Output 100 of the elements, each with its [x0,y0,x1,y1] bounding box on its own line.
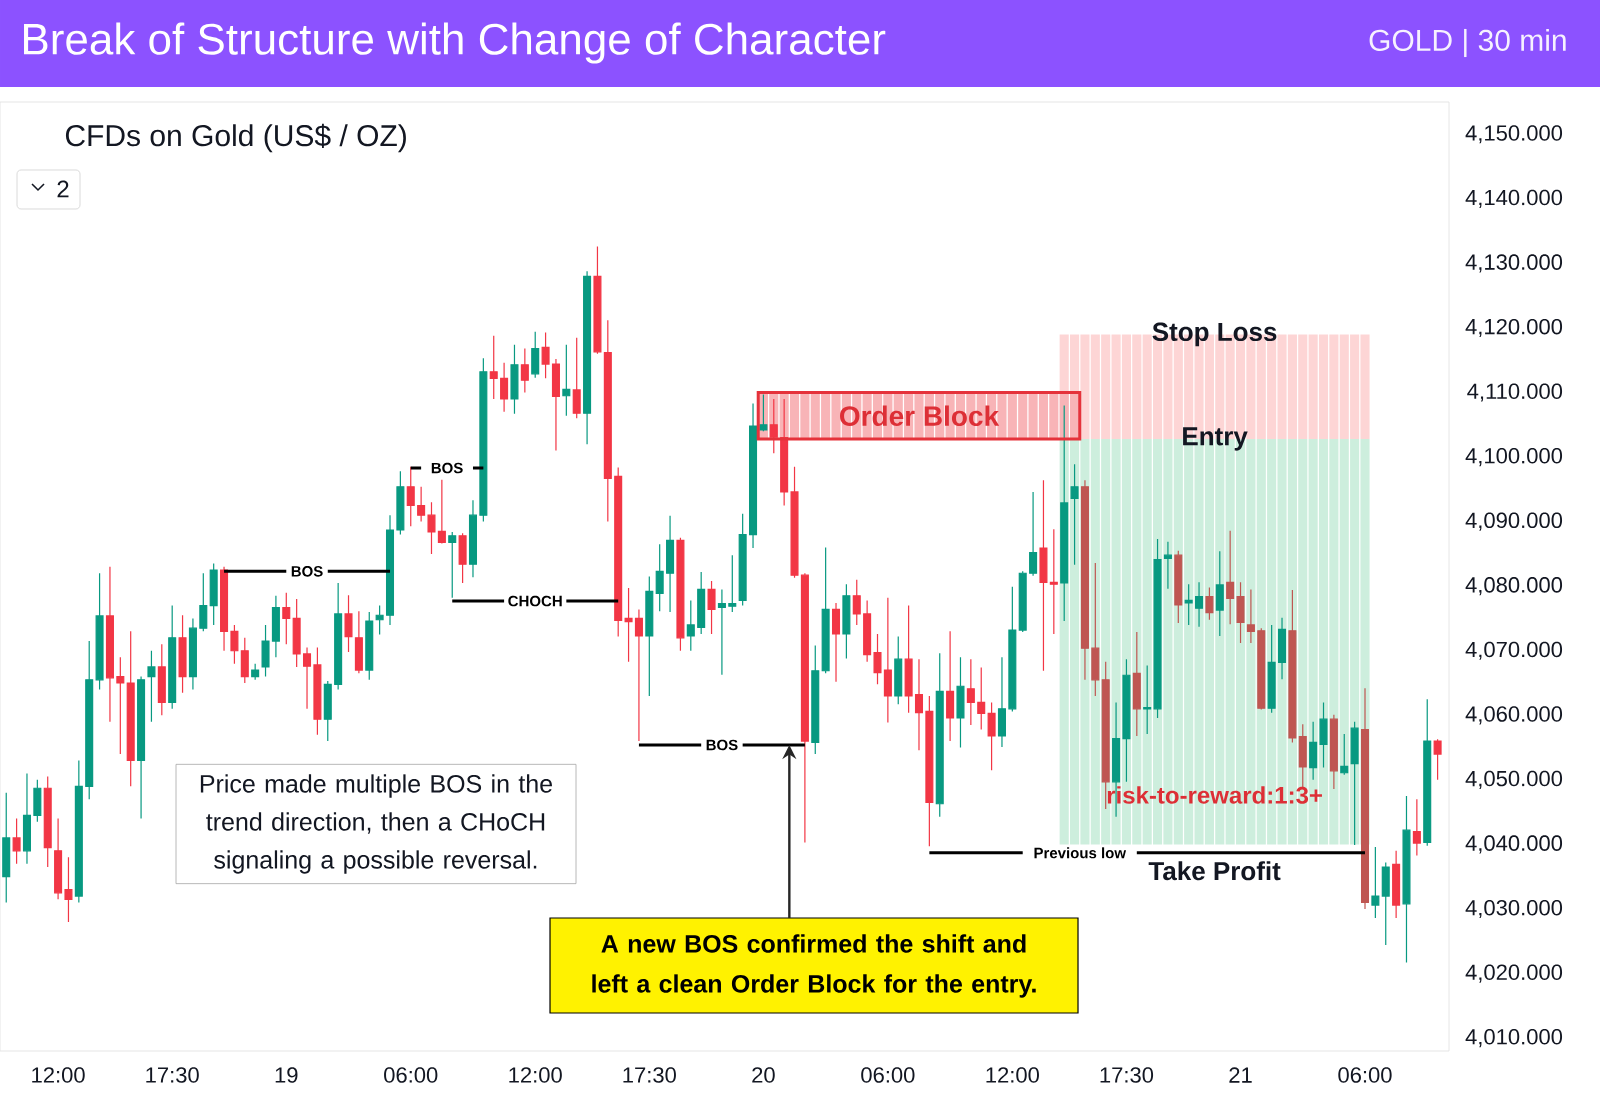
candlestick [603,319,612,523]
candlestick [105,566,114,723]
candlestick [157,643,166,716]
y-tick-label: 4,130.000 [1465,254,1563,273]
candlestick [1029,491,1038,577]
candlestick [997,656,1006,748]
annotation: Price made multiple BOS in the trend direction, then a CHoCH signaling a possible reversal. [200,774,552,874]
y-tick-label: 4,090.000 [1465,512,1563,531]
candlestick [54,817,63,900]
candlestick [572,337,581,419]
series-label: BOS [706,739,738,751]
candlestick [676,537,685,652]
candlestick [1122,658,1131,783]
candlestick [894,635,903,705]
y-tick-label: 4,060.000 [1465,706,1563,725]
candlestick [666,515,675,613]
candlestick [168,604,177,710]
candlestick [22,772,31,865]
x-tick-label: 06:00 [1338,1067,1392,1083]
annotation: Entry [1183,427,1248,451]
candlestick [137,675,146,820]
candlestick [292,598,301,668]
candlestick [800,572,809,844]
candlestick [831,602,841,683]
candlestick [417,486,426,523]
candlestick [2,792,11,904]
y-tick-label: 4,120.000 [1465,318,1563,338]
candlestick [749,402,758,549]
candlestick [147,650,156,723]
candlestick [1163,541,1172,590]
candlestick [707,580,716,635]
series-label: Previous low [1034,847,1127,859]
candlestick [85,640,94,800]
candlestick [1257,627,1266,711]
candlestick [126,630,135,787]
candlestick [1402,795,1411,964]
candlestick [531,331,540,379]
x-tick-label: 12:00 [509,1067,562,1083]
candlestick [116,656,125,755]
y-tick-label: 4,100.000 [1465,448,1563,467]
y-tick-label: 4,030.000 [1465,899,1563,919]
candlestick [427,501,436,555]
candlestick [1309,721,1318,781]
candlestick [178,614,187,694]
candlestick [365,611,374,681]
candlestick [935,652,944,818]
candlestick [717,588,726,676]
candlestick [790,466,799,579]
candlestick [1205,586,1214,621]
candlestick [1423,698,1432,847]
candlestick [303,646,312,710]
candlestick [199,572,208,632]
candlestick [946,630,955,742]
candlestick [448,531,457,599]
annotation: Take Profit [1148,861,1281,881]
candlestick [1174,550,1183,624]
candlestick [489,335,498,400]
annotation: Stop Loss [1152,322,1277,347]
candlestick [510,344,519,415]
candlestick [1392,850,1401,919]
candlestick [966,658,975,726]
annotation: 2 [57,180,69,198]
x-tick-label: 06:00 [861,1067,915,1083]
candlestick [842,583,851,660]
candlestick [437,479,446,545]
candlestick [1381,861,1390,946]
candlestick [1298,723,1307,788]
y-tick-label: 4,020.000 [1465,964,1563,983]
candlestick [1246,588,1255,644]
candlestick [282,592,291,645]
candlestick [645,575,654,697]
y-tick-label: 4,050.000 [1465,770,1563,789]
candlestick [64,856,73,923]
candlestick [738,513,747,607]
candlestick [686,599,695,652]
candlestick [1184,583,1193,626]
candlestick [43,776,52,868]
candlestick [479,357,488,523]
candlestick [1412,798,1421,856]
candlestick [230,624,239,665]
candlestick [593,246,602,355]
y-tick-label: 4,070.000 [1465,641,1563,660]
candlestick [271,595,280,658]
candlestick [1091,562,1100,697]
candlestick [873,633,882,685]
candlestick [1132,631,1141,737]
x-tick-label: 12:00 [986,1067,1039,1083]
y-tick-label: 4,150.000 [1465,125,1563,144]
annotation: A new BOS confirmed the shift and left a clean Order Block for the entry. [592,934,1036,998]
chart-subtitle: GOLD | 30 min [1369,28,1566,58]
candlestick [1236,581,1245,644]
x-tick-label: 19 [275,1067,298,1083]
candlestick [334,582,343,691]
candlestick [904,604,913,714]
candlestick [33,779,42,823]
candlestick [852,579,861,626]
candlestick [987,701,996,771]
candlestick [634,608,643,742]
candlestick [583,270,592,445]
series-label: CHOCH [508,595,562,607]
